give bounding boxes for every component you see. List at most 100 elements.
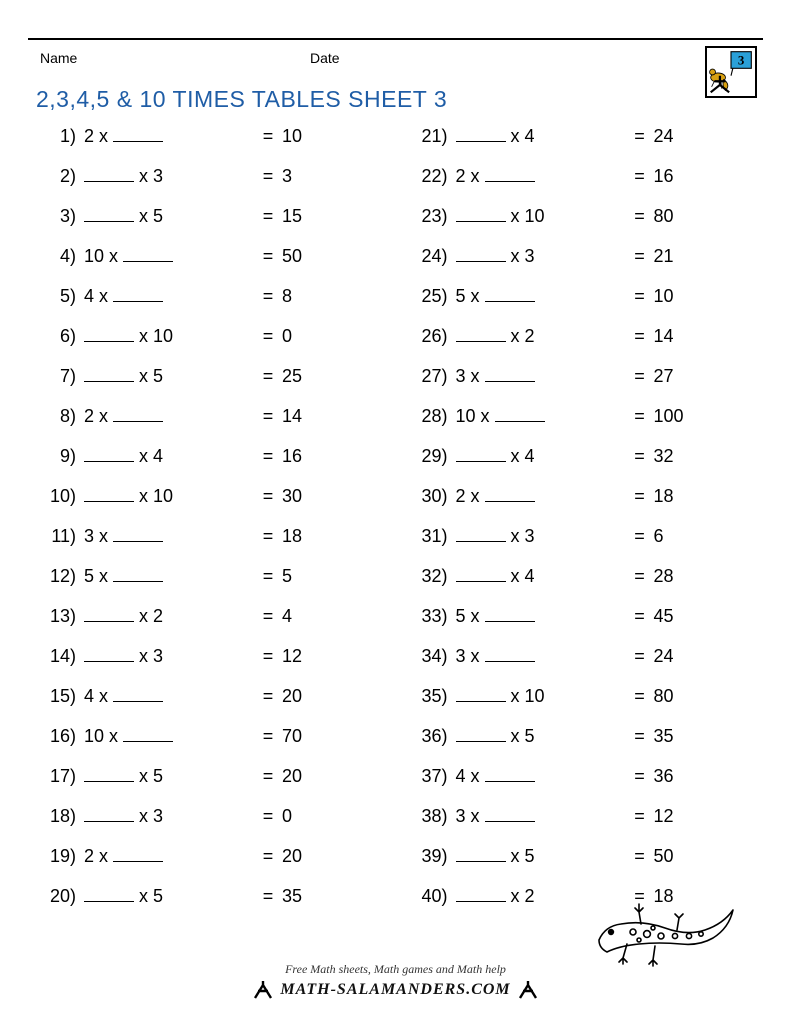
problem-number: 4) (34, 246, 84, 267)
equals-sign: = (626, 206, 654, 227)
problem-row: 39) x 5 = 50 (406, 846, 758, 886)
problem-number: 30) (406, 486, 456, 507)
problem-row: 19) 2 x = 20 (34, 846, 386, 886)
answer-blank (84, 652, 134, 662)
problem-result: 32 (654, 446, 708, 467)
equals-sign: = (254, 846, 282, 867)
problem-number: 25) (406, 286, 456, 307)
grade-badge: 3 (705, 46, 757, 98)
problem-expression: x 3 (456, 246, 626, 267)
problem-number: 15) (34, 686, 84, 707)
problem-number: 24) (406, 246, 456, 267)
problem-row: 9) x 4 = 16 (34, 446, 386, 486)
problem-result: 24 (654, 126, 708, 147)
equals-sign: = (254, 686, 282, 707)
problem-result: 28 (654, 566, 708, 587)
equals-sign: = (254, 526, 282, 547)
problem-row: 36) x 5 = 35 (406, 726, 758, 766)
problem-number: 14) (34, 646, 84, 667)
problem-expression: x 4 (456, 446, 626, 467)
problem-number: 17) (34, 766, 84, 787)
problem-row: 1) 2 x = 10 (34, 126, 386, 166)
answer-blank (456, 692, 506, 702)
footer-brand: MATH-SALAMANDERS.COM (252, 979, 538, 1001)
problem-result: 50 (282, 246, 336, 267)
problem-expression: 2 x (84, 846, 254, 867)
problem-expression: x 10 (456, 686, 626, 707)
problem-number: 22) (406, 166, 456, 187)
equals-sign: = (626, 166, 654, 187)
answer-blank (485, 612, 535, 622)
problem-expression: 3 x (456, 366, 626, 387)
problem-result: 35 (654, 726, 708, 747)
problem-row: 23) x 10 = 80 (406, 206, 758, 246)
problem-number: 13) (34, 606, 84, 627)
answer-blank (485, 292, 535, 302)
equals-sign: = (254, 486, 282, 507)
problem-number: 29) (406, 446, 456, 467)
equals-sign: = (626, 446, 654, 467)
problem-result: 14 (282, 406, 336, 427)
problem-expression: x 5 (456, 846, 626, 867)
equals-sign: = (254, 446, 282, 467)
problem-number: 28) (406, 406, 456, 427)
equals-sign: = (626, 406, 654, 427)
equals-sign: = (626, 686, 654, 707)
problem-number: 2) (34, 166, 84, 187)
answer-blank (456, 132, 506, 142)
worksheet-title: 2,3,4,5 & 10 TIMES TABLES SHEET 3 (36, 86, 447, 113)
salamander-illustration-icon (589, 894, 739, 968)
problem-expression: 5 x (456, 606, 626, 627)
problem-number: 8) (34, 406, 84, 427)
equals-sign: = (254, 126, 282, 147)
problem-result: 0 (282, 326, 336, 347)
problem-result: 25 (282, 366, 336, 387)
answer-blank (485, 372, 535, 382)
equals-sign: = (626, 326, 654, 347)
problem-number: 19) (34, 846, 84, 867)
problem-expression: x 4 (84, 446, 254, 467)
problem-number: 36) (406, 726, 456, 747)
footer-domain: MATH-SALAMANDERS.COM (280, 981, 510, 999)
problem-expression: 3 x (456, 806, 626, 827)
problem-row: 28) 10 x = 100 (406, 406, 758, 446)
problem-row: 5) 4 x = 8 (34, 286, 386, 326)
problem-number: 23) (406, 206, 456, 227)
problem-number: 26) (406, 326, 456, 347)
problem-result: 36 (654, 766, 708, 787)
equals-sign: = (254, 206, 282, 227)
answer-blank (456, 452, 506, 462)
problem-result: 80 (654, 206, 708, 227)
problem-expression: x 5 (84, 766, 254, 787)
equals-sign: = (254, 766, 282, 787)
answer-blank (485, 812, 535, 822)
equals-sign: = (626, 486, 654, 507)
answer-blank (456, 532, 506, 542)
equals-sign: = (254, 886, 282, 907)
problem-result: 27 (654, 366, 708, 387)
equals-sign: = (254, 166, 282, 187)
problem-result: 80 (654, 686, 708, 707)
problem-number: 34) (406, 646, 456, 667)
answer-blank (113, 572, 163, 582)
problem-expression: 3 x (84, 526, 254, 547)
answer-blank (84, 452, 134, 462)
problem-row: 18) x 3 = 0 (34, 806, 386, 846)
problem-row: 20) x 5 = 35 (34, 886, 386, 926)
problem-row: 29) x 4 = 32 (406, 446, 758, 486)
problem-expression: x 4 (456, 566, 626, 587)
problem-row: 27) 3 x = 27 (406, 366, 758, 406)
answer-blank (113, 532, 163, 542)
problem-row: 17) x 5 = 20 (34, 766, 386, 806)
problem-number: 38) (406, 806, 456, 827)
problem-result: 10 (654, 286, 708, 307)
problem-row: 4) 10 x = 50 (34, 246, 386, 286)
problem-expression: 3 x (456, 646, 626, 667)
equals-sign: = (254, 326, 282, 347)
equals-sign: = (626, 566, 654, 587)
problem-number: 33) (406, 606, 456, 627)
problem-expression: x 5 (456, 726, 626, 747)
problem-row: 30) 2 x = 18 (406, 486, 758, 526)
problem-expression: 4 x (84, 286, 254, 307)
m-logo-right-icon (517, 979, 539, 1001)
